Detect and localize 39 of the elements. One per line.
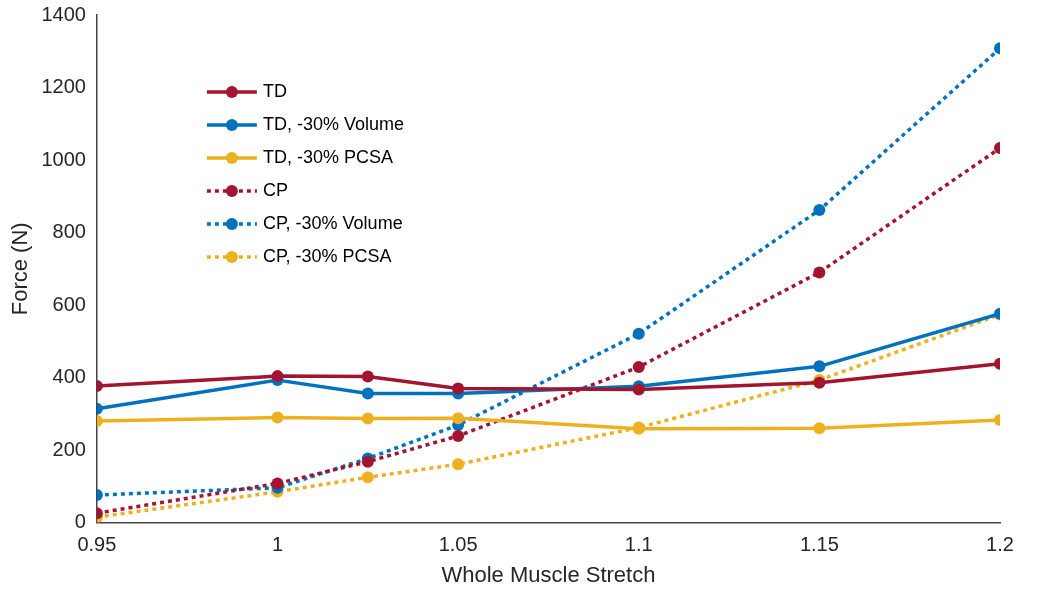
point — [361, 412, 374, 425]
legend-label: CP — [262, 179, 288, 200]
x-tick-label: 0.95 — [77, 533, 117, 556]
point — [452, 412, 465, 425]
point — [452, 429, 465, 442]
legend-label: CP, -30% PCSA — [262, 245, 392, 266]
y-tick-label: 600 — [52, 292, 86, 315]
y-tick-label: 0 — [74, 510, 86, 533]
point — [813, 266, 826, 279]
point — [813, 422, 826, 435]
x-tick-label: 1.1 — [624, 533, 653, 556]
legend-label: CP, -30% Volume — [262, 212, 403, 233]
legend-label: TD — [262, 80, 287, 101]
point — [361, 471, 374, 484]
x-tick-label: 1 — [271, 533, 284, 556]
point — [271, 411, 284, 424]
y-tick-label: 1000 — [41, 147, 86, 170]
point — [361, 370, 374, 383]
y-tick-label: 1400 — [41, 2, 86, 25]
x-tick-label: 1.2 — [986, 533, 1014, 556]
y-tick-label: 200 — [52, 437, 86, 460]
point — [271, 477, 284, 490]
point — [361, 387, 374, 400]
point — [452, 382, 465, 395]
point — [632, 361, 645, 374]
point — [813, 360, 826, 373]
legend-label: TD, -30% Volume — [262, 113, 404, 134]
y-tick-label: 400 — [52, 365, 86, 388]
x-tick-label: 1.05 — [438, 533, 478, 556]
x-axis-title: Whole Muscle Stretch — [441, 561, 656, 587]
point — [271, 370, 284, 383]
legend-label: TD, -30% PCSA — [262, 146, 393, 167]
point — [813, 204, 826, 217]
point — [632, 327, 645, 340]
y-tick-label: 1200 — [41, 75, 86, 98]
y-tick-label: 800 — [52, 220, 86, 243]
y-axis-title: Force (N) — [7, 222, 33, 316]
x-tick-label: 1.15 — [799, 533, 839, 556]
point — [452, 458, 465, 471]
